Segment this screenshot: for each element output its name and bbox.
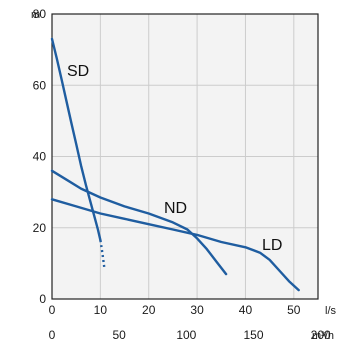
y-tick-label: 80: [33, 7, 47, 21]
plot-frame: [51, 13, 319, 300]
x2-tick-label: 150: [243, 328, 263, 342]
x2-tick-label: 50: [112, 328, 126, 342]
x-tick-label: 10: [94, 303, 108, 317]
x-tick-label: 30: [190, 303, 204, 317]
y-tick-label: 60: [33, 78, 47, 92]
series-label-ld: LD: [262, 237, 282, 254]
x-tick-label: 40: [239, 303, 253, 317]
x-tick-label: 0: [49, 303, 56, 317]
x-axis-unit: l/s: [325, 305, 337, 317]
curve-ld: [50, 198, 300, 292]
y-axis-unit: m: [31, 9, 40, 21]
x2-tick-label: 200: [311, 328, 331, 342]
curve-sd: [50, 37, 102, 242]
x2-tick-label: 0: [49, 328, 56, 342]
x2-axis-unit: m³/h: [312, 330, 334, 342]
x-tick-label: 20: [142, 303, 156, 317]
x-tick-label: 50: [287, 303, 301, 317]
series-label-nd: ND: [164, 200, 187, 217]
y-tick-label: 0: [39, 292, 46, 306]
y-tick-label: 40: [33, 150, 47, 164]
curves: [50, 37, 300, 292]
curve-nd: [50, 169, 228, 276]
y-tick-label: 20: [33, 221, 47, 235]
x2-tick-label: 100: [176, 328, 196, 342]
series-label-sd: SD: [67, 63, 89, 80]
